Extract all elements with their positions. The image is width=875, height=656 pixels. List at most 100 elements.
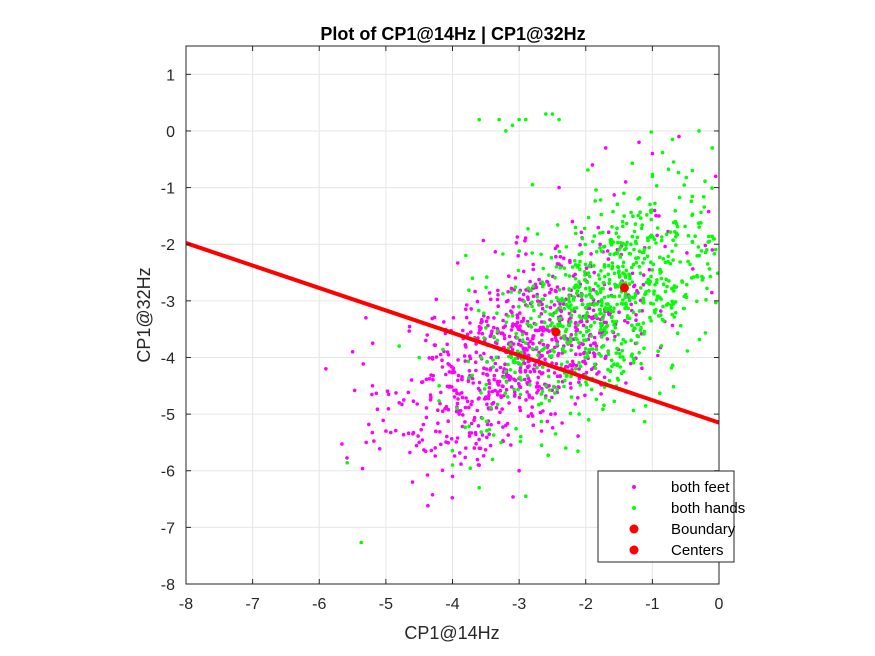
data-point-both-feet — [583, 361, 588, 366]
data-point-both-feet — [517, 297, 522, 302]
data-point-both-hands — [668, 261, 673, 266]
data-point-both-hands — [599, 249, 604, 253]
data-point-both-feet — [394, 391, 398, 395]
data-point-both-hands — [609, 242, 614, 247]
data-point-both-hands — [631, 328, 636, 332]
data-point-both-hands — [518, 439, 523, 444]
data-point-both-hands — [570, 308, 574, 313]
data-point-both-feet — [591, 308, 596, 313]
data-point-both-hands — [672, 315, 676, 319]
data-point-both-hands — [652, 237, 657, 242]
data-point-both-feet — [424, 415, 429, 420]
data-point-both-hands — [705, 262, 710, 266]
data-point-both-feet — [526, 364, 530, 369]
data-point-both-feet — [518, 370, 523, 374]
data-point-both-hands — [592, 263, 596, 268]
data-point-both-hands — [577, 314, 582, 318]
data-point-both-feet — [436, 421, 440, 426]
y-tick-label: -1 — [161, 181, 175, 198]
center-marker — [619, 283, 629, 293]
data-point-both-hands — [658, 255, 662, 259]
data-point-both-hands — [556, 379, 561, 384]
data-point-both-hands — [693, 234, 697, 238]
data-point-both-feet — [467, 369, 472, 373]
data-point-both-hands — [631, 262, 636, 267]
data-point-both-hands — [580, 236, 585, 241]
data-point-both-feet — [440, 365, 445, 369]
data-point-both-feet — [427, 376, 432, 381]
data-point-both-hands — [649, 274, 653, 279]
x-tick-label: -4 — [445, 596, 459, 613]
data-point-both-hands — [690, 168, 695, 173]
data-point-both-hands — [537, 302, 541, 307]
data-point-both-hands — [525, 373, 530, 378]
data-point-both-hands — [664, 232, 669, 237]
data-point-both-hands — [468, 466, 473, 471]
data-point-both-feet — [509, 376, 513, 380]
data-point-both-feet — [573, 272, 577, 277]
data-point-both-hands — [697, 225, 701, 229]
data-point-both-hands — [583, 346, 588, 351]
data-point-both-hands — [710, 146, 715, 150]
data-point-both-hands — [564, 302, 569, 307]
data-point-both-feet — [577, 380, 581, 385]
data-point-both-feet — [462, 354, 467, 358]
data-point-both-hands — [579, 294, 584, 299]
data-point-both-feet — [406, 431, 411, 436]
data-point-both-hands — [450, 448, 455, 453]
data-point-both-hands — [502, 375, 506, 380]
data-point-both-hands — [576, 449, 580, 454]
data-point-both-feet — [458, 451, 462, 455]
data-point-both-hands — [585, 280, 590, 285]
data-point-both-hands — [539, 392, 544, 396]
data-point-both-hands — [514, 426, 518, 431]
data-point-both-hands — [501, 252, 505, 256]
data-point-both-feet — [500, 384, 505, 388]
data-point-both-feet — [512, 390, 517, 394]
data-point-both-hands — [554, 265, 559, 269]
data-point-both-feet — [515, 320, 520, 325]
data-point-both-hands — [661, 304, 665, 309]
data-point-both-feet — [561, 302, 566, 306]
data-point-both-feet — [590, 163, 595, 167]
data-point-both-feet — [518, 405, 522, 410]
data-point-both-hands — [602, 274, 607, 279]
data-point-both-hands — [633, 300, 638, 305]
data-point-both-feet — [554, 338, 558, 342]
data-point-both-feet — [543, 357, 547, 362]
data-point-both-feet — [588, 343, 593, 348]
data-point-both-hands — [504, 380, 509, 384]
data-point-both-hands — [519, 434, 523, 439]
data-point-both-feet — [487, 393, 491, 398]
data-point-both-hands — [612, 271, 617, 276]
data-point-both-feet — [605, 337, 610, 341]
data-point-both-feet — [475, 408, 480, 413]
y-tick-label: -4 — [161, 350, 175, 367]
data-point-both-hands — [602, 281, 606, 285]
data-point-both-hands — [565, 360, 570, 364]
data-point-both-hands — [682, 183, 686, 187]
data-point-both-hands — [606, 294, 611, 299]
data-point-both-feet — [592, 354, 597, 359]
data-point-both-feet — [367, 422, 371, 427]
data-point-both-hands — [629, 242, 633, 247]
data-point-both-feet — [525, 348, 529, 352]
data-point-both-hands — [511, 360, 516, 364]
data-point-both-hands — [562, 306, 566, 311]
data-point-both-hands — [650, 268, 655, 272]
data-point-both-hands — [707, 267, 712, 271]
data-point-both-hands — [628, 274, 632, 278]
data-point-both-hands — [615, 363, 619, 368]
data-point-both-hands — [559, 324, 563, 328]
data-point-both-hands — [612, 252, 616, 257]
data-point-both-hands — [564, 245, 569, 249]
x-axis-ticks: -8 -7 -6 -5 -4 -3 -2 -1 0 — [179, 46, 724, 613]
data-point-both-hands — [610, 266, 614, 271]
data-point-both-feet — [617, 310, 621, 315]
data-point-both-hands — [686, 233, 691, 238]
data-point-both-feet — [595, 372, 599, 376]
data-point-both-hands — [690, 240, 695, 244]
data-point-both-feet — [434, 429, 438, 434]
data-point-both-feet — [523, 352, 527, 356]
data-point-both-feet — [521, 292, 526, 297]
